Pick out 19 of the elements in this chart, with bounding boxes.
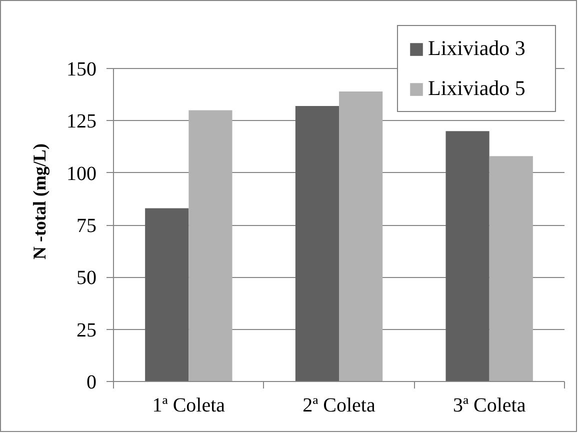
legend-label: Lixiviado 5 [428,76,526,101]
y-tick-label: 75 [76,215,96,237]
y-tick-label: 125 [66,110,96,133]
bar [489,156,533,382]
bar [446,131,490,382]
y-tick-label: 100 [66,162,96,185]
y-tick-label: 0 [86,372,96,394]
y-tick-label: 50 [76,267,96,290]
x-tick-label: 2ª Coleta [302,394,376,416]
x-tick-label: 3ª Coleta [452,394,526,416]
y-tick-label: 150 [66,58,96,80]
bar [188,110,232,382]
x-tick-label: 1ª Coleta [152,394,226,416]
y-axis-title: N -total (mg/L) [30,144,50,260]
bar [145,208,189,382]
y-tick-label: 25 [76,319,96,342]
legend-label: Lixiviado 3 [428,36,526,61]
bar [295,106,339,382]
bar [339,91,383,382]
